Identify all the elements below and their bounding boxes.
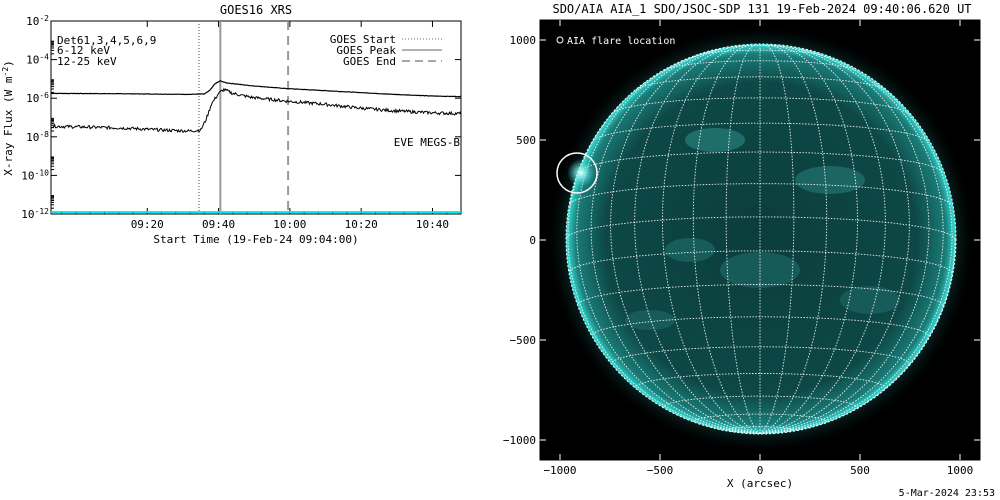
xrs-x-axis-label: Start Time (19-Feb-24 09:04:00) [153,233,358,246]
aia-x-tick-label: 0 [757,464,764,477]
xrs-x-tick-label: 09:40 [202,218,235,231]
xrs-y-axis: 10-12 10-10 10-8 10-6 10-4 10-2 [21,14,461,222]
latitude-line [567,250,953,274]
latitude-line [697,49,823,56]
aia-legend: AIA flare location [556,36,675,47]
latitude-line [576,151,944,173]
xrs-y-tick-label: 10-12 [21,207,49,222]
longitude-line [759,48,930,434]
legend-goes-peak: GOES Peak [336,44,396,57]
eve-megs-label: EVE MEGS-B [394,136,461,149]
xrs-x-tick-label: 10:00 [273,218,306,231]
band-12-25-label: 12-25 keV [57,55,117,68]
longitude-line [725,44,761,434]
xrs-short-channel-line [51,87,461,134]
plot-timestamp: 5-Mar-2024 23:53 [899,488,995,499]
solar-disk [566,44,956,434]
aia-y-axis: −1000 −500 0 500 1000 [503,34,980,447]
longitude-line [566,239,761,434]
longitude-line [634,45,761,434]
xrs-x-tick-label: 10:20 [345,218,378,231]
xrs-y-tick-label: 10-6 [26,91,49,106]
flare-brightening [567,159,595,187]
longitude-line [759,239,956,434]
legend-goes-end: GOES End [343,55,396,68]
xrs-y-tick-label: 10-10 [21,168,49,183]
xrs-plot-frame [50,20,462,215]
longitude-line [759,45,886,434]
xrs-x-axis: 09:20 09:40 10:00 10:20 10:40 [61,21,449,231]
longitude-line [759,45,858,434]
longitude-line [662,45,761,434]
xrs-y-tick-label: 10-4 [26,52,49,67]
xrs-title: GOES16 XRS [220,3,292,17]
xrs-detector-labels: Det61,3,4,5,6,9 6-12 keV 12-25 keV [57,34,156,68]
legend-goes-start: GOES Start [330,33,396,46]
flare-legend-marker [556,36,564,44]
aia-panel: SDO/AIA AIA_1 SDO/JSOC-SDP 131 19-Feb-20… [503,2,995,499]
heliographic-grid [566,44,956,434]
longitude-line [610,47,761,434]
longitude-line [692,44,761,434]
xrs-event-lines [198,21,290,214]
aia-y-tick-label: −1000 [503,434,536,447]
solar-limb-outline [565,43,957,435]
aia-y-tick-label: −500 [510,334,537,347]
latitude-line [725,426,795,431]
aia-x-axis: −1000 −500 0 500 1000 [543,20,973,477]
latitude-line [611,97,909,115]
aia-x-tick-label: 500 [850,464,870,477]
longitude-line [759,80,953,434]
aia-y-tick-label: 0 [529,234,536,247]
aia-y-tick-label: 500 [516,134,536,147]
flare-legend-label: AIA flare location [567,36,675,47]
longitude-line [759,47,910,434]
aia-x-axis-label: X (arcsec) [727,477,793,490]
xrs-legend: GOES Start GOES Peak GOES End [330,33,442,68]
longitude-line [759,44,795,434]
aia-x-tick-label: −1000 [543,464,576,477]
xrs-y-tick-label: 10-2 [26,14,49,29]
band-6-12-label: 6-12 keV [57,44,110,57]
aia-x-tick-label: 1000 [947,464,974,477]
latitude-line [636,76,884,90]
xrs-x-tick-label: 09:20 [131,218,164,231]
aia-x-tick-label: −500 [647,464,674,477]
aia-y-tick-label: 1000 [510,34,537,47]
longitude-line [759,44,828,434]
xrs-y-axis-label: X-ray Flux (W m-2) [1,60,16,176]
xrs-y-tick-label: 10-8 [26,129,49,144]
solar-features [625,128,900,330]
goes-xrs-panel: GOES16 XRS 10-12 10-10 10-8 10-6 10-4 10-2 09… [1,3,462,246]
xrs-long-channel-line [51,80,461,98]
flare-location-circle [556,152,598,194]
longitude-line [590,48,761,434]
xrs-x-tick-label: 10:40 [416,218,449,231]
xrs-series [51,80,461,214]
aia-title: SDO/AIA AIA_1 SDO/JSOC-SDP 131 19-Feb-20… [552,2,971,16]
detector-label: Det61,3,4,5,6,9 [57,34,156,47]
